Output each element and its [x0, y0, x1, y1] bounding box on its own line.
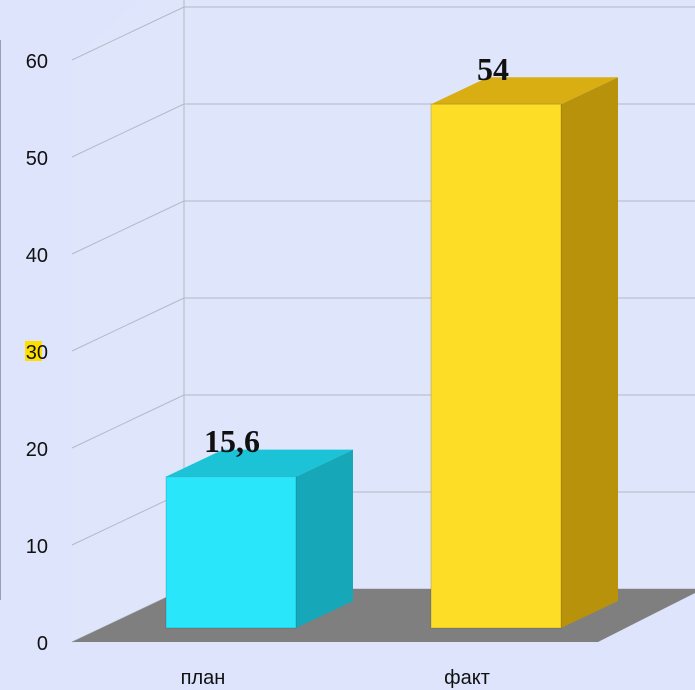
side-gridline	[71, 394, 185, 449]
side-gridline	[71, 103, 185, 158]
side-gridline	[71, 6, 185, 61]
y-tick-label: 0	[37, 633, 48, 655]
bar-plan-top	[166, 449, 353, 477]
y-tick-label: 50	[26, 148, 48, 170]
side-gridline	[71, 491, 185, 546]
bar-fakt-side	[561, 77, 618, 628]
y-tick-label: 20	[26, 439, 48, 461]
bar-plan-front	[165, 476, 297, 629]
x-category-label: факт	[444, 667, 490, 689]
data-labels: 15,6 54	[204, 51, 509, 459]
y-tick-label: 40	[26, 245, 48, 267]
bar-fakt-front	[430, 103, 562, 629]
bar-plan-side	[296, 449, 353, 628]
y-tick-label: 60	[26, 51, 48, 73]
y-axis: 0 10 20 30 40 50 60	[25, 51, 48, 655]
y-tick-label: 30	[26, 342, 48, 364]
bars	[165, 77, 618, 629]
x-category-label: план	[181, 667, 226, 689]
x-axis: план факт	[181, 667, 490, 689]
side-gridline	[71, 297, 185, 352]
side-wall	[72, 0, 184, 642]
data-label-plan: 15,6	[204, 423, 260, 459]
data-label-fakt: 54	[477, 51, 509, 87]
y-tick-label: 10	[26, 536, 48, 558]
tick-highlight	[25, 341, 42, 361]
bar-fakt-top	[431, 77, 618, 105]
side-gridline	[71, 200, 185, 255]
